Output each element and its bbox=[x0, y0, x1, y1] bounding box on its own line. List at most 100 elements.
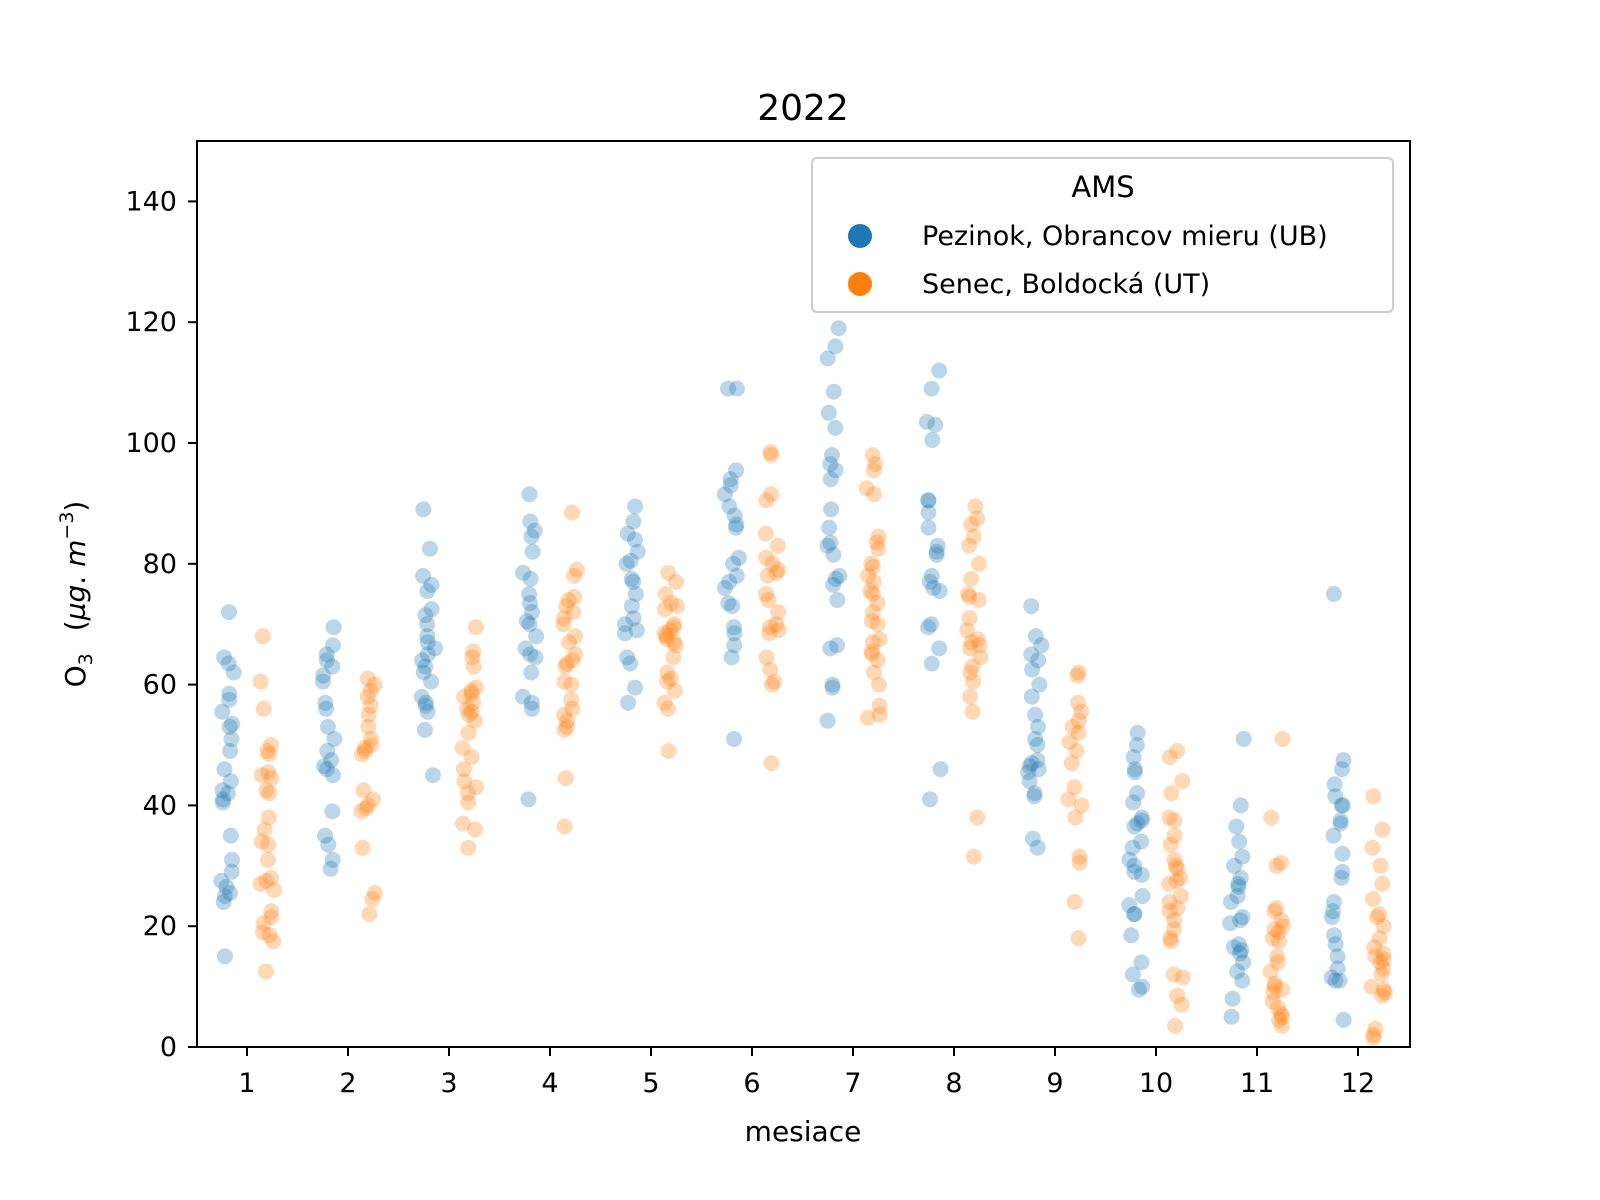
data-point-senec bbox=[466, 712, 483, 729]
data-point-senec bbox=[762, 444, 779, 461]
data-point-pezinok bbox=[1126, 906, 1143, 923]
data-point-senec bbox=[1167, 857, 1184, 874]
data-point-senec bbox=[1166, 812, 1183, 829]
data-point-pezinok bbox=[1121, 897, 1138, 914]
data-point-senec bbox=[1365, 891, 1382, 907]
data-point-pezinok bbox=[827, 419, 844, 436]
data-point-senec bbox=[659, 664, 676, 681]
data-point-senec bbox=[1161, 809, 1178, 826]
data-point-senec bbox=[364, 891, 381, 907]
data-point-senec bbox=[868, 534, 885, 551]
data-point-senec bbox=[261, 927, 278, 944]
data-point-pezinok bbox=[214, 703, 231, 720]
data-point-pezinok bbox=[623, 598, 640, 615]
data-point-senec bbox=[1070, 664, 1087, 681]
data-point-senec bbox=[556, 721, 573, 738]
data-point-pezinok bbox=[728, 516, 745, 533]
data-point-senec bbox=[1071, 848, 1088, 865]
plot-frame bbox=[196, 140, 1411, 1048]
chart-title: 2022 bbox=[757, 88, 849, 129]
data-point-pezinok bbox=[829, 637, 845, 654]
data-point-senec bbox=[763, 447, 780, 464]
data-point-senec bbox=[1070, 724, 1087, 741]
data-point-pezinok bbox=[1229, 963, 1246, 980]
data-point-pezinok bbox=[726, 731, 742, 747]
data-point-senec bbox=[362, 682, 379, 699]
data-point-senec bbox=[1161, 903, 1178, 920]
data-point-pezinok bbox=[1234, 972, 1251, 989]
data-point-pezinok bbox=[927, 416, 944, 433]
data-point-pezinok bbox=[522, 595, 538, 612]
data-point-senec bbox=[969, 809, 986, 826]
legend-marker-senec bbox=[848, 272, 872, 296]
y-axis-title: O3 (µg. m−3) bbox=[56, 501, 97, 688]
data-point-pezinok bbox=[419, 628, 436, 645]
data-point-pezinok bbox=[920, 492, 937, 509]
data-point-pezinok bbox=[1129, 724, 1146, 741]
data-point-senec bbox=[468, 679, 484, 696]
x-tick-label: 8 bbox=[945, 1068, 962, 1099]
data-point-pezinok bbox=[1233, 942, 1250, 959]
y-axis-title-dot: . bbox=[59, 567, 92, 585]
data-point-pezinok bbox=[1229, 888, 1246, 904]
data-point-pezinok bbox=[523, 664, 540, 681]
data-point-senec bbox=[1371, 906, 1388, 923]
data-point-senec bbox=[657, 586, 674, 602]
data-point-senec bbox=[1266, 903, 1283, 920]
data-point-pezinok bbox=[819, 537, 836, 554]
data-point-senec bbox=[263, 869, 280, 886]
data-point-senec bbox=[459, 785, 476, 802]
data-point-pezinok bbox=[528, 628, 545, 645]
data-point-senec bbox=[770, 622, 787, 639]
data-point-senec bbox=[1073, 797, 1090, 814]
data-point-pezinok bbox=[1323, 969, 1340, 986]
data-point-pezinok bbox=[827, 338, 844, 355]
x-axis: 1 2 3 4 5 6 7 8 9 10 11 12 bbox=[238, 1047, 1375, 1099]
y-axis: 0 20 40 60 80 100 120 140 bbox=[125, 186, 197, 1063]
data-point-pezinok bbox=[824, 679, 841, 696]
data-point-pezinok bbox=[325, 767, 341, 784]
data-point-pezinok bbox=[720, 595, 737, 612]
data-point-pezinok bbox=[219, 785, 236, 802]
data-point-pezinok bbox=[723, 649, 740, 666]
data-point-pezinok bbox=[1129, 785, 1146, 802]
data-point-pezinok bbox=[824, 447, 840, 464]
data-point-pezinok bbox=[324, 658, 341, 675]
data-point-pezinok bbox=[1326, 927, 1343, 944]
data-point-pezinok bbox=[324, 851, 341, 868]
data-point-senec bbox=[660, 700, 676, 717]
data-point-senec bbox=[1073, 703, 1090, 720]
data-point-senec bbox=[869, 616, 886, 633]
data-point-senec bbox=[871, 697, 888, 714]
data-point-senec bbox=[353, 803, 370, 820]
data-point-pezinok bbox=[928, 546, 945, 563]
data-point-senec bbox=[255, 700, 272, 717]
data-point-senec bbox=[1173, 996, 1190, 1013]
data-point-pezinok bbox=[417, 607, 434, 624]
data-point-pezinok bbox=[922, 791, 938, 808]
data-point-senec bbox=[657, 601, 673, 618]
data-point-senec bbox=[666, 634, 682, 651]
data-point-senec bbox=[1169, 860, 1186, 877]
data-point-senec bbox=[1071, 854, 1088, 871]
data-point-pezinok bbox=[822, 471, 839, 488]
x-axis-title: mesiace bbox=[745, 1115, 862, 1148]
data-point-pezinok bbox=[1326, 776, 1343, 793]
data-point-pezinok bbox=[827, 462, 844, 479]
data-point-pezinok bbox=[929, 537, 946, 554]
data-point-senec bbox=[1262, 963, 1279, 980]
data-point-senec bbox=[656, 625, 673, 642]
data-point-senec bbox=[456, 773, 473, 790]
data-point-pezinok bbox=[224, 851, 240, 868]
y-axis-title-mu: µg bbox=[59, 585, 92, 622]
data-point-pezinok bbox=[1020, 764, 1037, 781]
data-point-pezinok bbox=[419, 583, 436, 599]
data-point-pezinok bbox=[1125, 749, 1142, 766]
data-point-pezinok bbox=[1130, 981, 1147, 998]
data-point-senec bbox=[465, 643, 482, 660]
data-point-senec bbox=[1174, 969, 1191, 986]
data-point-senec bbox=[1365, 1029, 1382, 1046]
data-point-senec bbox=[764, 676, 780, 693]
data-point-pezinok bbox=[1124, 839, 1141, 856]
